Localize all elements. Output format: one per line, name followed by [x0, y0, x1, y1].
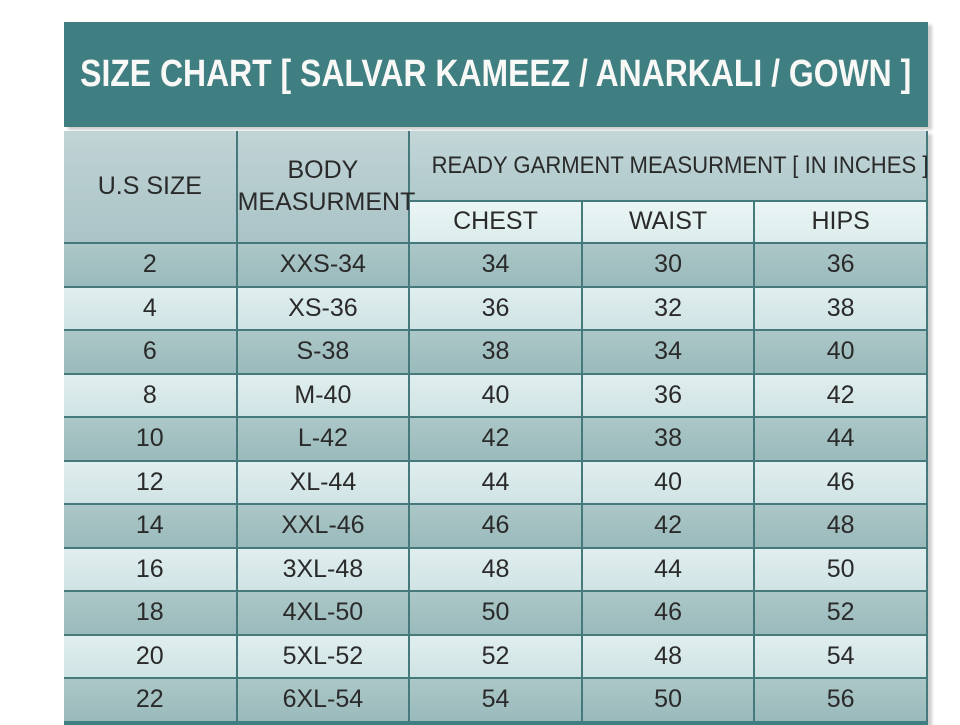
table-cell: 54 [753, 633, 928, 679]
table-cell: 50 [408, 590, 583, 636]
column-header-chest: CHEST [409, 200, 583, 244]
table-cell: 50 [753, 546, 928, 592]
table-cell: XS-36 [235, 285, 411, 331]
table-cell: 48 [408, 546, 583, 592]
table-cell: 52 [408, 633, 583, 679]
table-cell: 12 [64, 459, 238, 505]
column-header-ready-garment-label: READY GARMENT MEASURMENT [ IN INCHES ] [431, 151, 929, 179]
table-cell: 10 [64, 416, 238, 462]
table-row: 6 S-38 38 34 40 [64, 329, 928, 375]
table-row: 22 6XL-54 54 50 56 [64, 677, 928, 725]
table-row: 8 M-40 40 36 42 [64, 372, 928, 418]
table-row: 2 XXS-34 34 30 36 [64, 242, 928, 288]
size-chart-sheet: SIZE CHART [ SALVAR KAMEEZ / ANARKALI / … [64, 22, 929, 725]
table-cell: 36 [580, 372, 756, 418]
table-cell: 40 [408, 372, 583, 418]
table-cell: 32 [580, 285, 756, 331]
table-cell: 34 [580, 329, 756, 375]
table-cell: 4 [64, 285, 238, 331]
table-cell: 36 [408, 285, 583, 331]
table-cell: 36 [753, 242, 928, 288]
table-cell: 42 [408, 416, 583, 462]
table-cell: 50 [580, 677, 756, 725]
column-header-hips: HIPS [753, 200, 928, 244]
table-row: 18 4XL-50 50 46 52 [64, 590, 928, 636]
table-cell: 52 [753, 590, 928, 636]
table-cell: 18 [64, 590, 238, 636]
column-header-body-measurment: BODY MEASURMENT [235, 131, 415, 244]
table-row: 20 5XL-52 52 48 54 [64, 633, 928, 679]
table-row: 12 XL-44 44 40 46 [64, 459, 928, 505]
table-cell: 40 [753, 329, 928, 375]
table-cell: 2 [64, 242, 238, 288]
column-header-us-size: U.S SIZE [64, 131, 238, 244]
table-cell: L-42 [235, 416, 411, 462]
table-row: 14 XXL-46 46 42 48 [64, 503, 928, 549]
table-cell: XXS-34 [235, 242, 411, 288]
table-row: 4 XS-36 36 32 38 [64, 285, 928, 331]
table-cell: 54 [408, 677, 583, 725]
table-cell: S-38 [235, 329, 411, 375]
table-cell: 16 [64, 546, 238, 592]
table-row: 16 3XL-48 48 44 50 [64, 546, 928, 592]
table-cell: 46 [753, 459, 928, 505]
table-cell: 46 [408, 503, 583, 549]
table-cell: 3XL-48 [235, 546, 411, 592]
column-header-waist: WAIST [580, 200, 756, 244]
size-chart-table: U.S SIZE BODY MEASURMENT READY GARMENT M… [64, 131, 929, 725]
table-cell: M-40 [235, 372, 411, 418]
table-cell: 38 [580, 416, 756, 462]
table-cell: 38 [408, 329, 583, 375]
table-cell: 30 [580, 242, 756, 288]
table-cell: 5XL-52 [235, 633, 411, 679]
table-cell: XL-44 [235, 459, 411, 505]
table-cell: 44 [753, 416, 928, 462]
table-cell: 44 [408, 459, 583, 505]
table-cell: 8 [64, 372, 238, 418]
table-cell: 46 [580, 590, 756, 636]
page-title: SIZE CHART [ SALVAR KAMEEZ / ANARKALI / … [80, 53, 912, 95]
table-cell: 48 [580, 633, 756, 679]
table-cell: 42 [580, 503, 756, 549]
table-cell: 42 [753, 372, 928, 418]
table-cell: 40 [580, 459, 756, 505]
table-cell: 34 [408, 242, 583, 288]
table-cell: 20 [64, 633, 238, 679]
table-cell: XXL-46 [235, 503, 411, 549]
table-cell: 44 [580, 546, 756, 592]
table-cell: 4XL-50 [235, 590, 411, 636]
table-cell: 6XL-54 [235, 677, 411, 725]
table-cell: 56 [753, 677, 928, 725]
table-cell: 6 [64, 329, 238, 375]
title-bar: SIZE CHART [ SALVAR KAMEEZ / ANARKALI / … [64, 22, 928, 127]
table-cell: 38 [753, 285, 928, 331]
table-cell: 48 [753, 503, 928, 549]
table-row: 10 L-42 42 38 44 [64, 416, 928, 462]
size-table-body: 2 XXS-34 34 30 36 4 XS-36 36 32 38 6 S-38 38 34 40 8 M-4… [64, 242, 928, 725]
table-cell: 14 [64, 503, 238, 549]
table-cell: 22 [64, 677, 238, 725]
column-header-ready-garment: READY GARMENT MEASURMENT [ IN INCHES ] [408, 131, 929, 202]
